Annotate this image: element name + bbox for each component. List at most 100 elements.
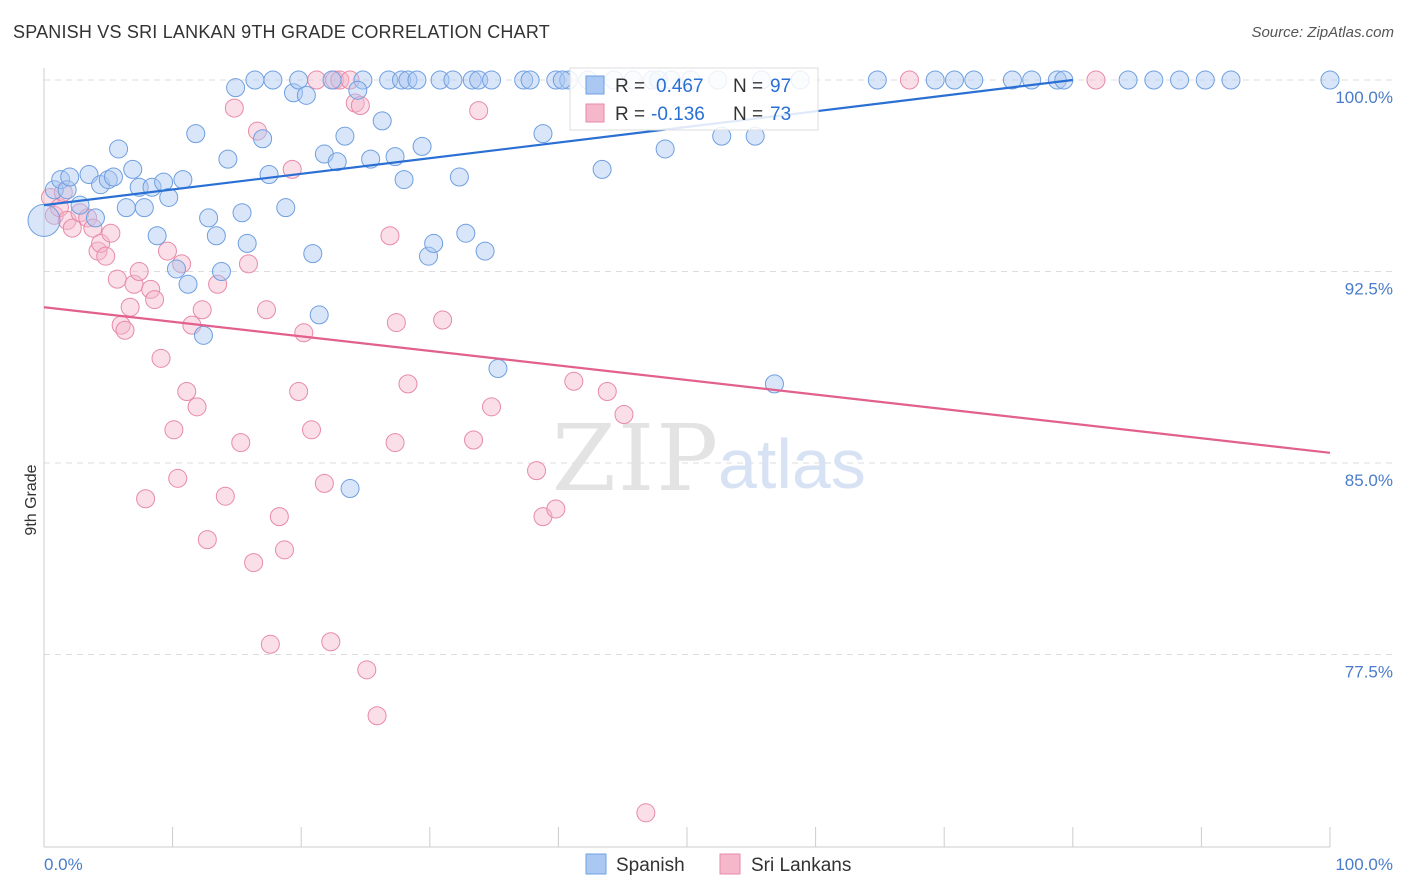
srilankan-point-42 <box>274 540 294 560</box>
spanish-point-47 <box>353 70 373 90</box>
srilankan-point-31 <box>197 530 217 550</box>
srilankan-point-21 <box>145 290 165 310</box>
spanish-point-15 <box>134 198 154 218</box>
srilankan-point-11 <box>96 246 116 266</box>
srilankan-point-67 <box>546 499 566 519</box>
srilankan-point-18 <box>129 262 149 281</box>
srilankan-point-61 <box>433 310 453 330</box>
source-label: Source: ZipAtlas.com <box>1251 24 1394 41</box>
spanish-point-23 <box>186 124 206 144</box>
srilankan-point-16 <box>120 297 140 317</box>
spanish-point-32 <box>245 70 265 90</box>
srilankan-point-5 <box>62 218 82 238</box>
x-tick-labels: 0.0% 100.0% <box>44 855 1393 874</box>
spanish-point-63 <box>456 223 476 243</box>
spanish-point-92 <box>944 70 964 90</box>
spanish-point-54 <box>394 170 414 190</box>
srilankan-point-24 <box>164 420 184 440</box>
legend-r-value-1: 0.467 <box>656 76 704 97</box>
srilankan-point-71 <box>636 803 656 823</box>
spanish-point-0 <box>27 203 61 237</box>
spanish-point-24 <box>193 325 213 345</box>
spanish-point-102 <box>1320 70 1340 90</box>
srilankan-point-49 <box>321 632 341 652</box>
srilankan-point-36 <box>238 254 258 274</box>
srilankan-point-39 <box>256 300 276 320</box>
spanish-point-90 <box>867 70 887 90</box>
spanish-point-62 <box>449 167 469 187</box>
spanish-point-56 <box>407 70 427 90</box>
chart-title: SPANISH VS SRI LANKAN 9TH GRADE CORRELAT… <box>13 22 550 42</box>
srilankan-point-26 <box>172 254 192 274</box>
spanish-point-17 <box>147 226 167 246</box>
bottom-legend-srilankan: Sri Lankans <box>751 855 851 876</box>
srilankan-point-55 <box>357 660 377 680</box>
spanish-point-21 <box>173 170 193 190</box>
spanish-point-4 <box>70 195 90 215</box>
spanish-point-49 <box>361 149 381 169</box>
spanish-point-40 <box>303 244 323 264</box>
spanish-point-103 <box>1221 70 1241 90</box>
spanish-point-36 <box>276 198 296 218</box>
spanish-point-7 <box>85 208 105 228</box>
srilankan-point-34 <box>224 98 244 118</box>
spanish-point-25 <box>199 208 219 228</box>
srilankan-point-10 <box>91 233 111 253</box>
srilankan-point-57 <box>380 226 400 246</box>
spanish-point-71 <box>533 124 553 144</box>
spanish-point-48 <box>348 80 368 100</box>
spanish-point-91 <box>925 70 945 90</box>
srilankan-point-12 <box>101 223 121 243</box>
spanish-point-35 <box>263 70 283 90</box>
spanish-point-68 <box>488 359 508 379</box>
spanish-point-28 <box>218 149 238 169</box>
srilankan-point-48 <box>314 473 334 493</box>
srilankan-point-19 <box>136 489 156 509</box>
spanish-point-45 <box>335 126 355 146</box>
srilankan-point-60 <box>398 374 418 394</box>
bottom-legend-swatch-spanish <box>585 853 607 875</box>
y-tick-label-1: 92.5% <box>1345 280 1393 299</box>
srilankan-point-23 <box>157 241 177 261</box>
srilankan-point-63 <box>469 101 489 121</box>
legend-n-label-2: N = <box>733 104 763 125</box>
srilankan-point-70 <box>614 404 634 424</box>
spanish-point-39 <box>296 85 316 105</box>
srilankan-point-51 <box>330 70 350 90</box>
srilankan-point-35 <box>231 433 251 453</box>
spanish-point-26 <box>206 226 226 246</box>
bottom-legend-swatch-srilankan <box>719 853 741 875</box>
spanish-point-12 <box>116 198 136 218</box>
srilankan-point-56 <box>367 706 387 726</box>
x-tick-label-0: 0.0% <box>44 855 83 874</box>
legend-r-label-2: R = <box>615 104 645 125</box>
srilankan-point-64 <box>482 397 502 417</box>
legend-n-value-1: 97 <box>770 76 791 97</box>
spanish-point-13 <box>123 159 143 179</box>
srilankan-point-58 <box>386 313 406 333</box>
spanish-point-58 <box>419 246 439 266</box>
x-tick-label-1: 100.0% <box>1335 855 1393 874</box>
spanish-point-44 <box>327 152 347 172</box>
srilankan-point-27 <box>177 382 197 402</box>
legend-swatch-srilankan <box>585 103 605 123</box>
axes <box>43 68 1331 848</box>
spanish-point-70 <box>520 70 540 90</box>
spanish-point-41 <box>309 305 329 325</box>
y-tick-label-3: 77.5% <box>1345 663 1393 682</box>
spanish-point-19 <box>159 187 179 207</box>
spanish-point-30 <box>232 203 252 223</box>
spanish-point-53 <box>392 70 412 90</box>
spanish-point-57 <box>412 136 432 156</box>
spanish-point-34 <box>259 164 279 184</box>
srilankan-point-72 <box>899 70 919 90</box>
spanish-point-94 <box>1002 70 1022 90</box>
srilankan-point-22 <box>151 348 171 368</box>
spanish-point-31 <box>237 233 257 253</box>
srilankan-point-53 <box>345 93 365 113</box>
spanish-point-11 <box>109 139 129 159</box>
srilankan-point-15 <box>115 320 135 340</box>
spanish-point-38 <box>289 70 309 90</box>
spanish-point-75 <box>552 70 572 90</box>
